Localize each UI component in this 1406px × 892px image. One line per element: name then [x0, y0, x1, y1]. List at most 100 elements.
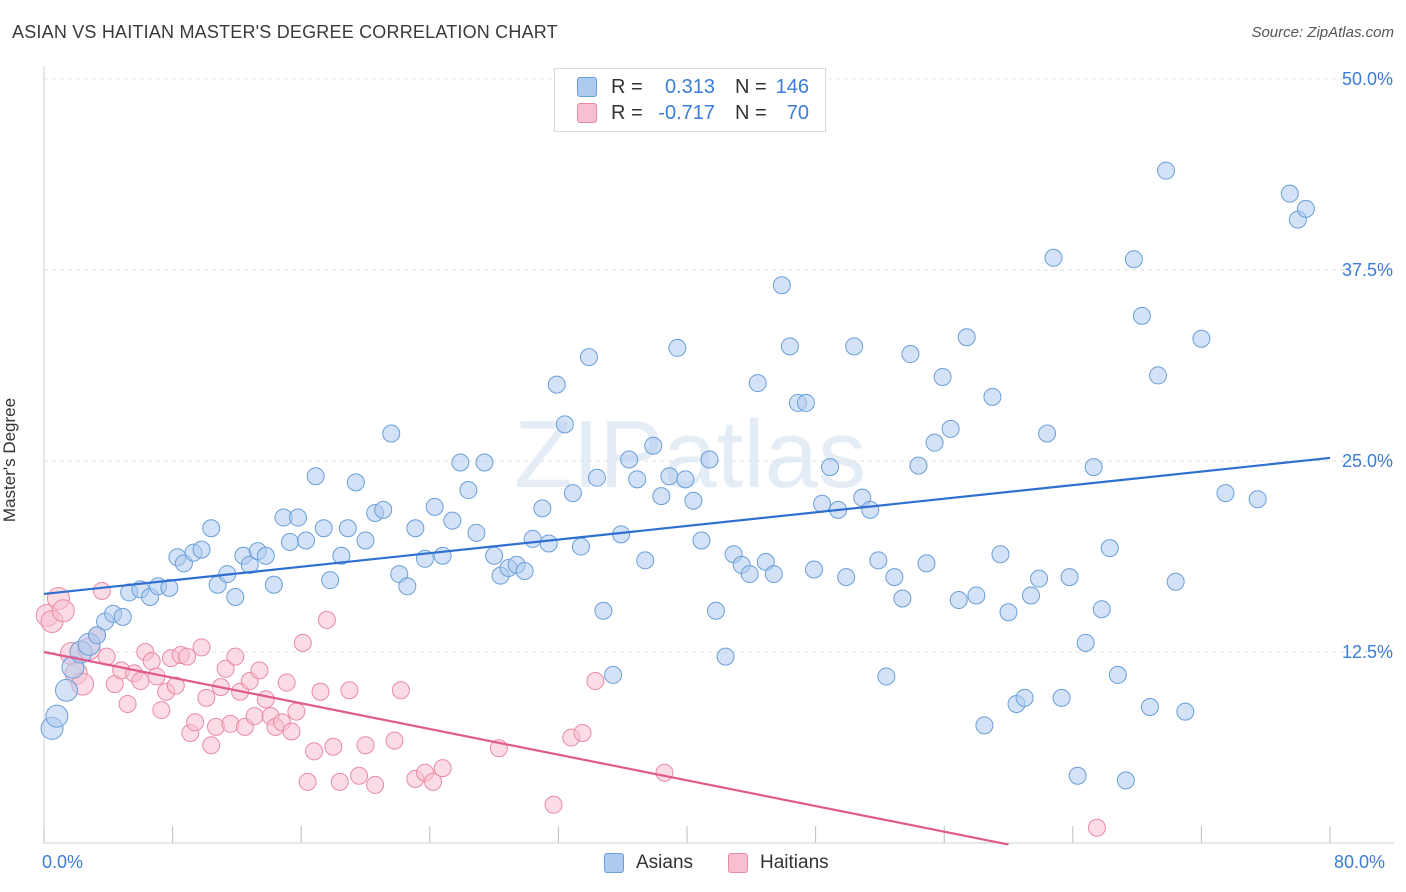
x-tick-label-max: 80.0% [1334, 852, 1386, 872]
asians-point [433, 546, 452, 565]
y-axis-label: Master's Degree [0, 397, 19, 523]
haitians-point [424, 772, 443, 791]
haitians-point [256, 690, 275, 709]
legend-r-value: -0.717 [658, 101, 715, 124]
haitians-point [544, 795, 563, 814]
asians-point [740, 565, 759, 584]
asians-point [1084, 458, 1103, 477]
haitians-point [293, 633, 312, 652]
haitians-point [350, 766, 369, 785]
legend-r-value: 0.313 [664, 75, 715, 98]
asians-point [451, 453, 470, 472]
haitians-point [92, 581, 111, 600]
asians-point [1176, 702, 1195, 721]
asians-point [941, 419, 960, 438]
asians-point [1116, 771, 1135, 790]
asians-point [571, 537, 590, 556]
asians-point [1132, 306, 1151, 325]
asians-point [332, 546, 351, 565]
asians-point [202, 519, 221, 538]
haitians-point [166, 676, 185, 695]
asians-point [716, 647, 735, 666]
asians-point [652, 487, 671, 506]
asians-point [1100, 539, 1119, 558]
trend-lines [43, 456, 1331, 846]
asians-point [885, 568, 904, 587]
asians-point [356, 531, 375, 550]
asians-point [1022, 586, 1041, 605]
haitians-point [573, 723, 592, 742]
legend-r-label: R = [611, 101, 643, 124]
asians-point [692, 531, 711, 550]
asians-point [88, 626, 107, 645]
asians-point [240, 555, 259, 574]
haitians-point [655, 763, 674, 782]
asians-point [1140, 698, 1159, 717]
asians-point [1157, 161, 1176, 180]
legend-row-haitians: R = -0.717 N = 70 [577, 101, 809, 125]
haitians-point [245, 707, 264, 726]
asians-point [1216, 484, 1235, 503]
asians-trend-line [43, 456, 1331, 596]
haitians-label: Haitians [760, 852, 829, 873]
haitians-point [324, 737, 343, 756]
asians-point [1124, 250, 1143, 269]
legend-swatch-haitians [577, 103, 597, 123]
asians-point [620, 450, 639, 469]
haitians-point [192, 638, 211, 657]
haitians-point [186, 713, 205, 732]
asians-point [406, 519, 425, 538]
asians-point [636, 551, 655, 570]
asians-point [425, 497, 444, 516]
y-tick-label: 50.0% [1342, 69, 1393, 89]
asians-point [523, 529, 542, 548]
asians-point [1060, 568, 1079, 587]
asians-point [288, 508, 307, 527]
haitians-point [178, 647, 197, 666]
stats-legend: R = 0.313 N = 146 R = -0.717 N = 70 [554, 68, 826, 132]
legend-n-label: N = [735, 101, 767, 124]
series-legend: Asians Haitians [0, 852, 1406, 878]
asians-point [1108, 665, 1127, 684]
asians-point [594, 601, 613, 620]
asians-point [813, 494, 832, 513]
asians-point [374, 500, 393, 519]
asians-point [1030, 569, 1049, 588]
haitians-point [226, 647, 245, 666]
asians-point [459, 481, 478, 500]
haitians-point [287, 702, 306, 721]
asians-point [676, 470, 695, 489]
axes [43, 66, 1394, 844]
legend-item-asians[interactable]: Asians [604, 852, 693, 874]
x-tick-label-min: 0.0% [42, 852, 84, 872]
asians-point [983, 387, 1002, 406]
asians-point [587, 468, 606, 487]
asians-point [772, 276, 791, 295]
legend-item-haitians[interactable]: Haitians [728, 852, 829, 874]
asians-swatch [604, 853, 624, 873]
asians-point [1038, 424, 1057, 443]
asians-point [917, 554, 936, 573]
asians-point [256, 546, 275, 565]
asians-point [861, 500, 880, 519]
asians-point [1166, 572, 1185, 591]
haitians-point [340, 681, 359, 700]
asians-point [999, 603, 1018, 622]
asians-point [443, 511, 462, 530]
asians-point [975, 716, 994, 735]
asians-point [485, 546, 504, 565]
asians-point [1044, 248, 1063, 267]
asians-point [1296, 199, 1315, 218]
haitians-point [142, 652, 161, 671]
asians-point [160, 578, 179, 597]
asians-point [321, 571, 340, 590]
haitians-point [152, 701, 171, 720]
asians-point [604, 665, 623, 684]
asians-point [579, 348, 598, 367]
asians-point [45, 704, 69, 728]
asians-point [280, 532, 299, 551]
legend-r-label: R = [611, 75, 643, 98]
asians-point [780, 337, 799, 356]
asians-point [837, 568, 856, 587]
asians-point [338, 519, 357, 538]
